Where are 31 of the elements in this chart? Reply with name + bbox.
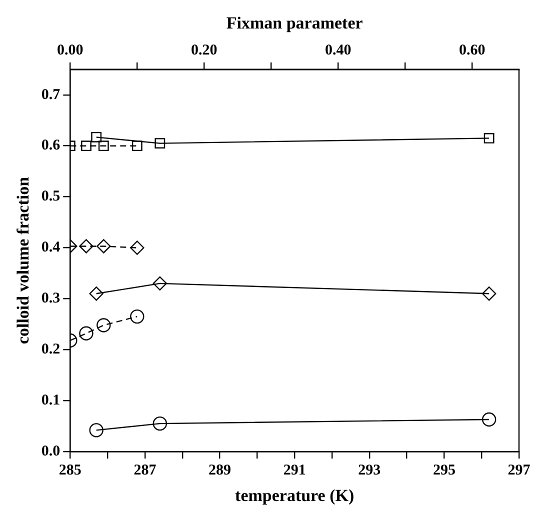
point [152,276,168,291]
y-tick-label: 0.7 [41,86,61,103]
x-tick-label: 297 [508,462,531,478]
point [89,423,104,438]
point [482,412,496,427]
x-tick-label: 291 [283,462,306,478]
point [482,286,496,301]
x-tick-label: 287 [134,462,157,478]
x2-tick-label: 0.60 [458,42,486,58]
x-tick-label: 285 [58,462,82,478]
point [89,286,104,301]
y-axis-title: colloid volume fraction [14,176,33,344]
x2-tick-label: 0.40 [324,42,352,58]
y-tick-label: 0.3 [41,290,60,307]
x2-tick-label: 0.00 [57,42,84,58]
x-tick-label: 293 [358,462,381,478]
y-tick-label: 0.2 [41,342,60,358]
point [154,138,166,148]
x-axis-title: temperature (K) [235,486,354,506]
y-tick-label: 0.1 [41,392,60,409]
point [91,132,102,142]
x-tick-label: 289 [208,462,232,478]
y-tick-label: 0.6 [41,138,61,154]
y-tick-label: 0.0 [41,443,60,460]
y-tick-label: 0.4 [41,240,61,256]
point [152,416,168,431]
y-tick-label: 0.5 [41,188,60,205]
x-tick-label: 295 [432,462,456,478]
x2-axis-title: Fixman parameter [226,14,364,33]
x2-tick-label: 0.20 [191,42,218,58]
point [484,133,494,144]
